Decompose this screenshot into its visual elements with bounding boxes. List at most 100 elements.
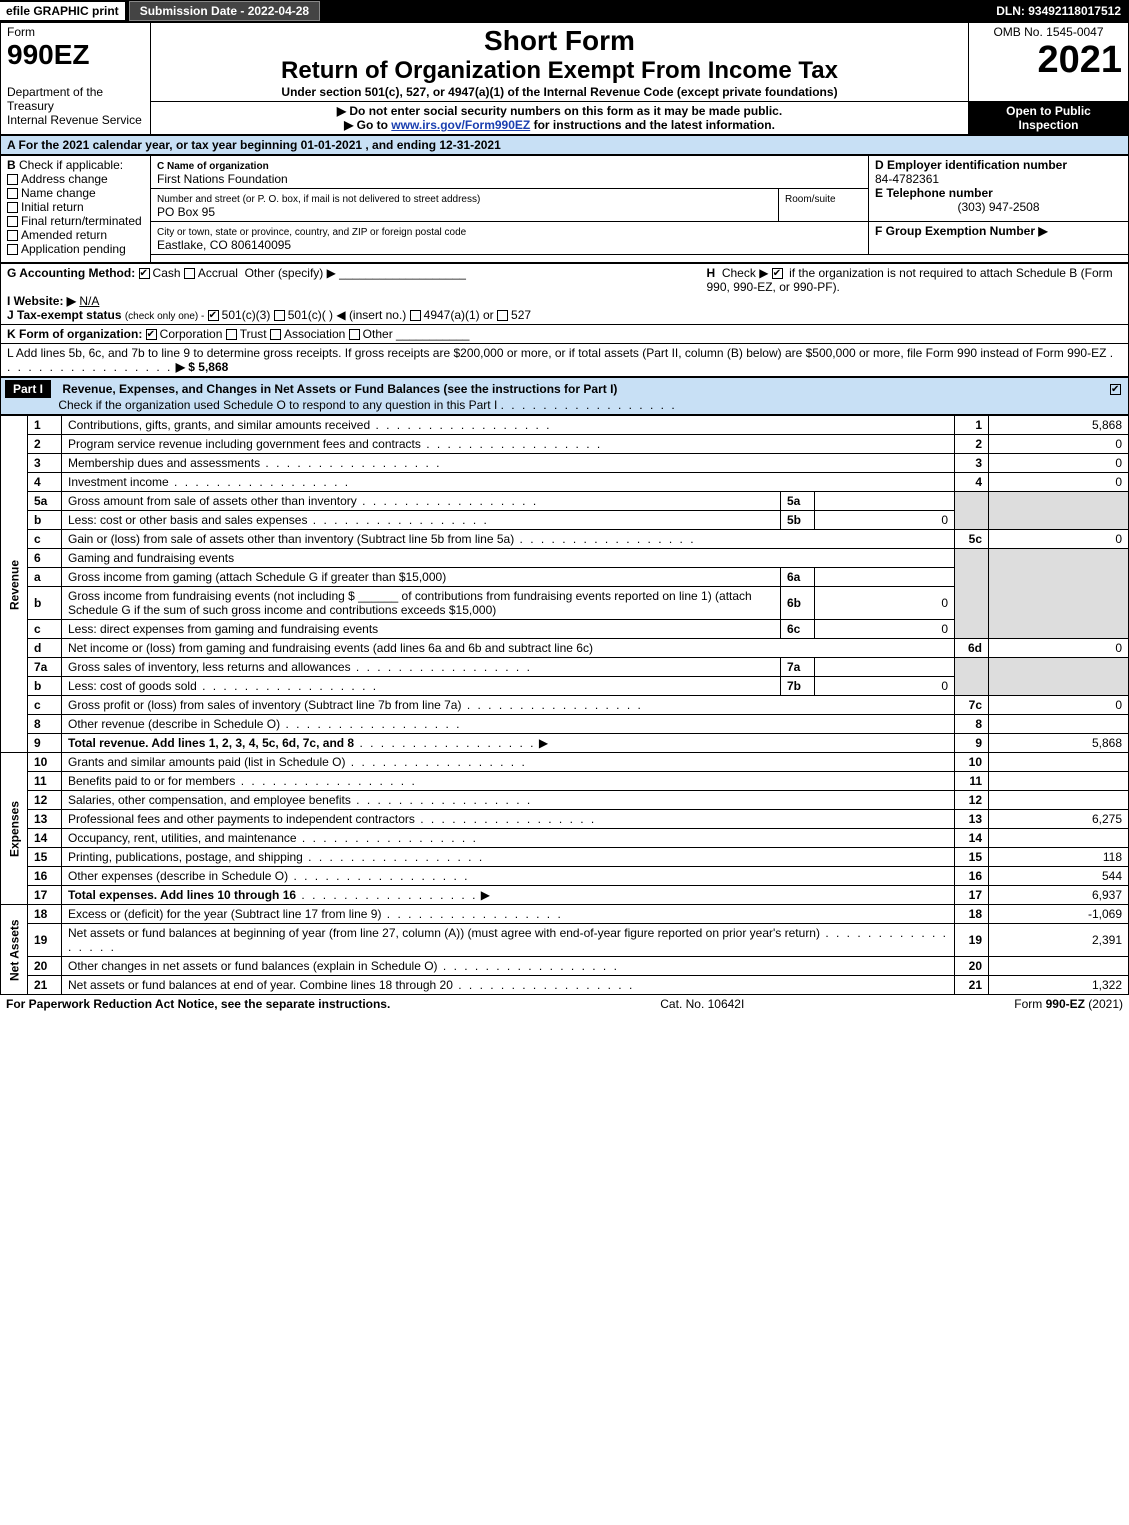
- part-i-title: Revenue, Expenses, and Changes in Net As…: [62, 382, 617, 396]
- chk-initial-return[interactable]: [7, 202, 18, 213]
- line-14-text: Occupancy, rent, utilities, and maintena…: [68, 831, 297, 845]
- line-6a-subcol: 6a: [781, 568, 815, 587]
- line-13-val: 6,275: [989, 810, 1129, 829]
- line-9-dots: [354, 736, 535, 750]
- line-5c-text: Gain or (loss) from sale of assets other…: [68, 532, 514, 546]
- line-1-col: 1: [955, 416, 989, 435]
- line-20-num: 20: [28, 957, 62, 976]
- chk-cash[interactable]: [139, 268, 150, 279]
- dept-label: Department of the Treasury: [7, 85, 103, 113]
- line-4-text: Investment income: [68, 475, 169, 489]
- chk-address-change[interactable]: [7, 174, 18, 185]
- website-value: N/A: [79, 294, 99, 308]
- chk-name-change[interactable]: [7, 188, 18, 199]
- opt-corporation: Corporation: [160, 327, 223, 341]
- j-sub: (check only one) -: [125, 311, 204, 322]
- expenses-side-label: Expenses: [1, 753, 28, 905]
- line-11-col: 11: [955, 772, 989, 791]
- line-18-text: Excess or (deficit) for the year (Subtra…: [68, 907, 381, 921]
- line-4-val: 0: [989, 473, 1129, 492]
- room-label: Room/suite: [785, 194, 836, 205]
- line-6b-num: b: [28, 587, 62, 620]
- line-5a-subval: [815, 492, 955, 511]
- submission-date-button[interactable]: Submission Date - 2022-04-28: [129, 1, 320, 21]
- line-13-num: 13: [28, 810, 62, 829]
- line-15-text: Printing, publications, postage, and shi…: [68, 850, 303, 864]
- header-note-link: ▶ Go to www.irs.gov/Form990EZ for instru…: [157, 118, 962, 132]
- line-21-col: 21: [955, 976, 989, 995]
- line-16-num: 16: [28, 867, 62, 886]
- line-7b-subval: 0: [815, 677, 955, 696]
- line-6d-col: 6d: [955, 639, 989, 658]
- line-14-col: 14: [955, 829, 989, 848]
- chk-final-return[interactable]: [7, 216, 18, 227]
- irs-link[interactable]: www.irs.gov/Form990EZ: [391, 118, 530, 132]
- grey-6b: [989, 549, 1129, 639]
- line-3-dots: [260, 456, 441, 470]
- line-5b-subcol: 5b: [781, 511, 815, 530]
- chk-schedule-b[interactable]: [772, 268, 783, 279]
- chk-corporation[interactable]: [146, 329, 157, 340]
- chk-501c3[interactable]: [208, 310, 219, 321]
- chk-501c[interactable]: [274, 310, 285, 321]
- line-20-text: Other changes in net assets or fund bala…: [68, 959, 438, 973]
- ein-value: 84-4782361: [875, 172, 939, 186]
- addr-value: PO Box 95: [157, 205, 215, 219]
- note2-pre: ▶ Go to: [344, 118, 391, 132]
- part-i-heading: Part I Revenue, Expenses, and Changes in…: [0, 377, 1129, 415]
- chk-association[interactable]: [270, 329, 281, 340]
- line-8-text: Other revenue (describe in Schedule O): [68, 717, 280, 731]
- chk-accrual[interactable]: [184, 268, 195, 279]
- line-10-num: 10: [28, 753, 62, 772]
- part-i-dots: [501, 398, 677, 412]
- chk-trust[interactable]: [226, 329, 237, 340]
- chk-4947[interactable]: [410, 310, 421, 321]
- line-15-dots: [303, 850, 484, 864]
- chk-application-pending[interactable]: [7, 244, 18, 255]
- efile-print-label[interactable]: efile GRAPHIC print: [0, 2, 125, 20]
- line-16-text: Other expenses (describe in Schedule O): [68, 869, 288, 883]
- line-6d-val: 0: [989, 639, 1129, 658]
- line-8-num: 8: [28, 715, 62, 734]
- b-label: B: [7, 158, 16, 172]
- line-6c-num: c: [28, 620, 62, 639]
- chk-527[interactable]: [497, 310, 508, 321]
- org-name: First Nations Foundation: [157, 172, 288, 186]
- irs-label: Internal Revenue Service: [7, 113, 142, 127]
- line-16-dots: [288, 869, 469, 883]
- opt-trust: Trust: [240, 327, 267, 341]
- chk-amended-return[interactable]: [7, 230, 18, 241]
- line-7b-dots: [197, 679, 378, 693]
- line-21-val: 1,322: [989, 976, 1129, 995]
- line-11-num: 11: [28, 772, 62, 791]
- line-21-num: 21: [28, 976, 62, 995]
- f-label: F Group Exemption Number ▶: [875, 224, 1048, 238]
- line-11-val: [989, 772, 1129, 791]
- line-8-dots: [280, 717, 461, 731]
- line-13-dots: [415, 812, 596, 826]
- line-7b-num: b: [28, 677, 62, 696]
- footer-right-form: 990-EZ: [1046, 997, 1085, 1011]
- line-6a-text: Gross income from gaming (attach Schedul…: [62, 568, 781, 587]
- line-14-val: [989, 829, 1129, 848]
- revenue-side-label: Revenue: [1, 416, 28, 753]
- chk-schedule-o[interactable]: [1110, 384, 1121, 395]
- chk-other-org[interactable]: [349, 329, 360, 340]
- opt-other-specify: Other (specify) ▶: [245, 266, 336, 280]
- line-5a-text: Gross amount from sale of assets other t…: [68, 494, 357, 508]
- opt-accrual: Accrual: [198, 266, 238, 280]
- line-3-text: Membership dues and assessments: [68, 456, 260, 470]
- addr-label: Number and street (or P. O. box, if mail…: [157, 194, 480, 205]
- line-6b-subval: 0: [815, 587, 955, 620]
- d-label: D Employer identification number: [875, 158, 1067, 172]
- line-6a-num: a: [28, 568, 62, 587]
- line-7a-num: 7a: [28, 658, 62, 677]
- grey-5b: [989, 492, 1129, 530]
- part-i-lines-table: Revenue 1 Contributions, gifts, grants, …: [0, 415, 1129, 995]
- line-3-num: 3: [28, 454, 62, 473]
- line-7a-text: Gross sales of inventory, less returns a…: [68, 660, 351, 674]
- line-16-col: 16: [955, 867, 989, 886]
- line-6a-subval: [815, 568, 955, 587]
- line-20-val: [989, 957, 1129, 976]
- line-9-val: 5,868: [989, 734, 1129, 753]
